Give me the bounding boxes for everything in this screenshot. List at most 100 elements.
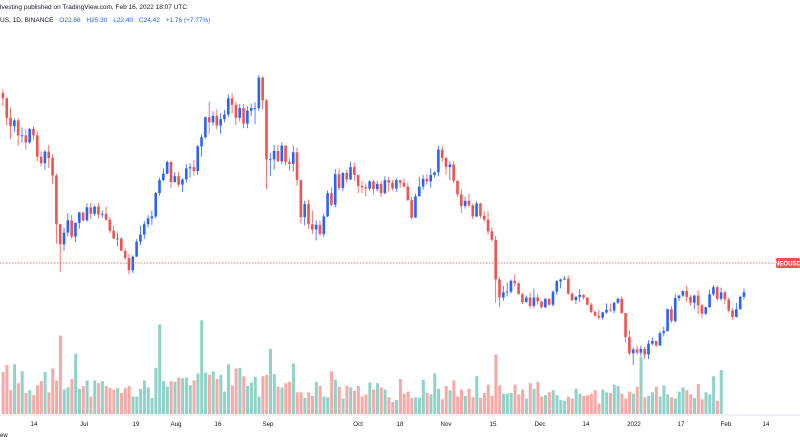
x-tick-label: 2022 [627, 421, 641, 428]
volume-bar [13, 364, 17, 414]
candle-body [123, 250, 127, 258]
volume-bar [265, 374, 269, 414]
x-tick-label: 19 [133, 421, 140, 428]
volume-bar [93, 380, 97, 414]
candle-body [551, 291, 555, 305]
candle-body [207, 117, 211, 123]
candle-body [280, 145, 284, 162]
volume-bar [51, 368, 55, 414]
volume-bar [536, 381, 540, 414]
candle-body [532, 297, 536, 306]
candle-body [368, 181, 371, 189]
volume-bar [16, 383, 20, 414]
volume-bar [169, 381, 173, 414]
volume-bar [123, 388, 127, 414]
bottom-left-label: ew [0, 433, 8, 439]
candle-body [62, 232, 66, 245]
candle-body [723, 292, 727, 300]
candle-body [601, 312, 604, 318]
candle-body [20, 135, 24, 137]
candle-body [192, 167, 196, 172]
volume-bar [391, 402, 395, 414]
volume-bar [322, 396, 326, 414]
volume-bar [226, 364, 230, 414]
volume-bar [715, 400, 719, 414]
candle-body [39, 156, 43, 164]
candle-body [74, 222, 77, 237]
volume-bar [643, 397, 647, 414]
candle-body [219, 119, 222, 126]
candle-body [55, 175, 58, 225]
volume-bar [28, 390, 32, 414]
candle-body [215, 115, 219, 126]
candle-body [479, 203, 482, 216]
candle-body [238, 108, 242, 118]
volume-bar [608, 393, 612, 414]
candle-body [685, 291, 688, 297]
volume-bar [502, 393, 506, 414]
candle-body [322, 216, 326, 234]
volume-bar [628, 391, 632, 414]
candle-body [360, 185, 364, 188]
volume-bar [639, 356, 643, 414]
candle-body [265, 100, 268, 160]
candle-body [666, 309, 669, 332]
candle-body [456, 180, 459, 195]
volume-bar [517, 394, 521, 414]
volume-bar [364, 394, 368, 414]
candle-body [708, 294, 711, 308]
x-tick-label: 15 [490, 421, 497, 428]
volume-bar [421, 379, 425, 414]
volume-bar [108, 388, 112, 414]
volume-bar [395, 400, 399, 414]
volume-bar [253, 376, 257, 414]
candle-body [13, 120, 16, 127]
candle-body [727, 299, 730, 311]
candle-body [211, 115, 215, 123]
volume-bar [78, 388, 81, 414]
candle-body [559, 279, 562, 282]
volume-bar [112, 389, 116, 414]
volume-bar [1, 372, 5, 414]
volume-bar [482, 393, 486, 414]
volume-bar [215, 379, 219, 414]
candle-body [505, 291, 509, 293]
volume-bar [654, 386, 658, 414]
x-tick-label: 14 [583, 421, 590, 428]
volume-bar [142, 380, 146, 414]
candle-body [158, 180, 161, 194]
volume-bar [437, 388, 441, 414]
candle-body [620, 298, 624, 314]
volume-bar [368, 382, 372, 414]
candle-body [162, 173, 165, 181]
candle-body [127, 257, 131, 271]
x-tick-label: Jul [80, 421, 88, 428]
volume-bar [135, 396, 139, 414]
candle-body [429, 174, 433, 182]
candle-body [624, 313, 627, 338]
volume-bar [311, 395, 315, 414]
candle-body [540, 301, 543, 308]
volume-bar [563, 400, 567, 414]
candle-body [494, 239, 497, 280]
volume-bar [81, 386, 85, 414]
candle-body [97, 206, 100, 215]
candle-body [204, 117, 207, 138]
volume-bar [612, 384, 616, 414]
volume-bar [165, 386, 169, 414]
volume-bar [700, 399, 704, 414]
candle-body [704, 307, 708, 314]
candle-body [104, 213, 108, 220]
volume-bar [242, 376, 246, 414]
symbol-label: US, 1D, BINANCE [0, 17, 54, 24]
candle-body [528, 297, 532, 306]
volume-bar [116, 388, 120, 414]
candle-body [142, 224, 146, 235]
volume-bar [341, 398, 345, 414]
candle-body [120, 238, 123, 251]
volume-bar [223, 391, 227, 414]
candle-body [43, 151, 47, 164]
volume-bar [471, 397, 475, 414]
x-tick-label: 14 [763, 421, 770, 428]
